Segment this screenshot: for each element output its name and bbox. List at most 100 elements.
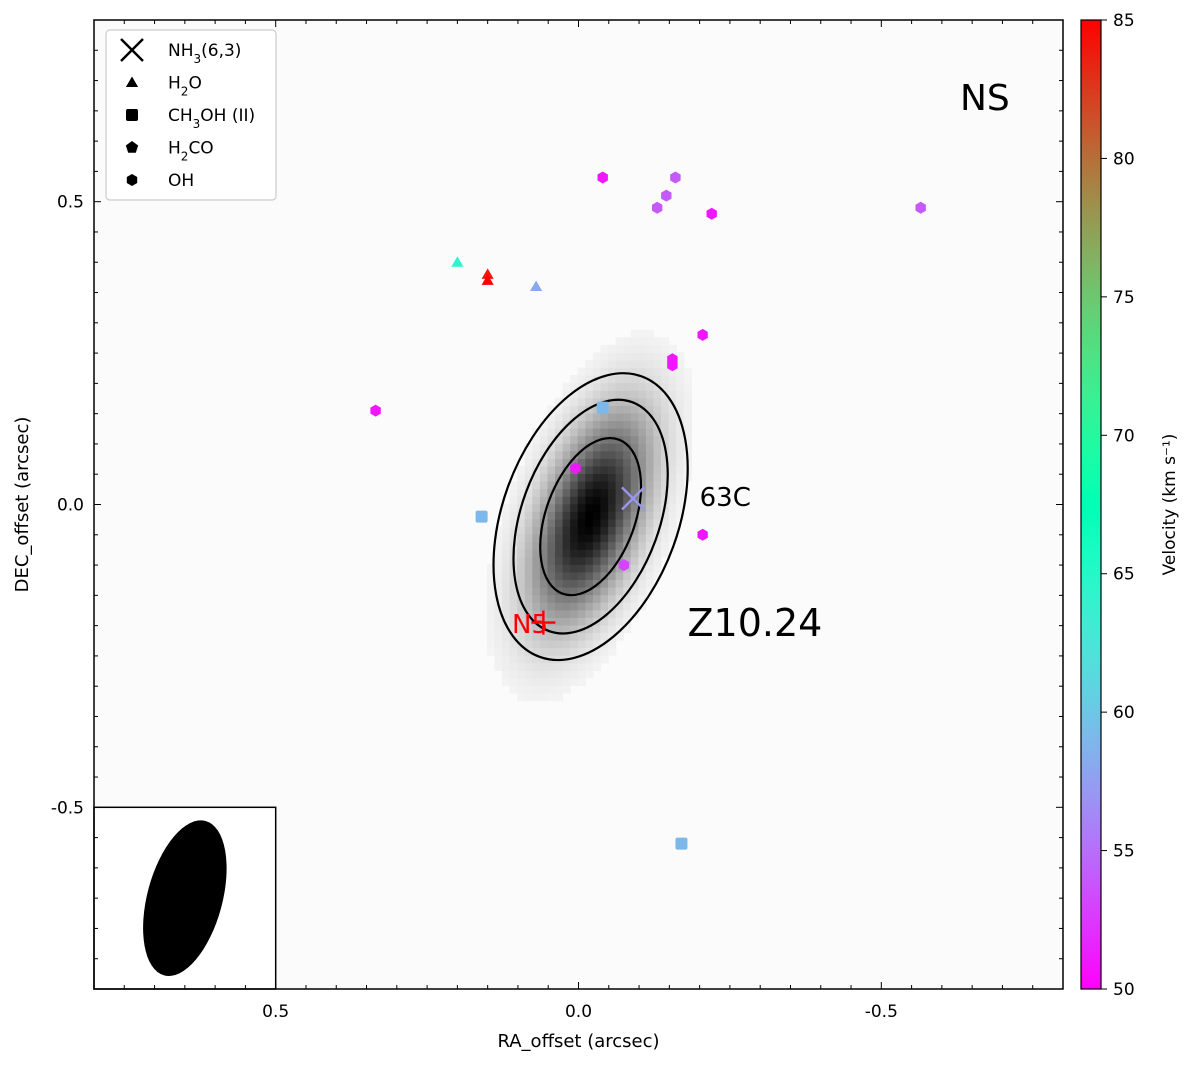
emission-pixel <box>502 594 511 603</box>
emission-pixel <box>661 465 670 475</box>
colorbar-tick-label: 70 <box>1113 426 1135 446</box>
emission-pixel <box>532 496 541 505</box>
emission-pixel <box>615 412 624 422</box>
emission-pixel <box>623 587 632 596</box>
emission-pixel <box>555 412 564 422</box>
emission-pixel <box>661 359 670 369</box>
emission-pixel <box>653 435 662 444</box>
emission-pixel <box>562 640 571 649</box>
emission-pixel <box>524 640 533 649</box>
emission-pixel <box>585 549 594 558</box>
emission-pixel <box>570 488 579 497</box>
emission-pixel <box>494 571 503 581</box>
emission-pixel <box>509 579 518 588</box>
emission-pixel <box>592 564 602 573</box>
emission-pixel <box>532 503 541 512</box>
emission-pixel <box>570 587 579 596</box>
emission-pixel <box>600 647 609 656</box>
emission-pixel <box>517 677 526 687</box>
emission-pixel <box>509 662 518 671</box>
emission-pixel <box>539 503 549 512</box>
emission-pixel <box>661 397 670 406</box>
emission-pixel <box>630 541 639 550</box>
emission-pixel <box>676 397 685 406</box>
emission-pixel <box>623 390 632 399</box>
emission-pixel <box>539 693 549 702</box>
emission-pixel <box>532 534 541 543</box>
emission-pixel <box>653 443 662 452</box>
emission-pixel <box>623 624 632 634</box>
emission-pixel <box>577 435 586 444</box>
emission-pixel <box>645 556 655 565</box>
emission-pixel <box>585 359 594 369</box>
emission-pixel <box>600 594 609 603</box>
emission-pixel <box>517 473 526 482</box>
emission-pixel <box>547 602 556 611</box>
emission-pixel <box>600 473 609 482</box>
emission-pixel <box>539 571 549 581</box>
y-tick-label: 0.0 <box>57 496 84 516</box>
emission-pixel <box>555 428 564 437</box>
emission-pixel <box>600 503 609 512</box>
annotations: 63C Z10.24 N5 <box>512 483 822 645</box>
emission-pixel <box>555 534 564 543</box>
emission-pixel <box>592 382 602 391</box>
emission-pixel <box>562 518 571 528</box>
emission-pixel <box>562 412 571 422</box>
legend-square-icon <box>126 109 138 121</box>
emission-pixel <box>661 435 670 444</box>
emission-pixel <box>555 564 564 573</box>
emission-pixel <box>676 473 685 482</box>
emission-pixel <box>668 405 677 414</box>
emission-pixel <box>585 397 594 406</box>
emission-pixel <box>676 390 685 399</box>
emission-pixel <box>547 685 556 694</box>
emission-pixel <box>555 503 564 512</box>
emission-pixel <box>661 518 670 528</box>
emission-pixel <box>486 571 496 581</box>
emission-pixel <box>494 549 503 558</box>
triangle-point <box>530 280 543 291</box>
hexagon-point <box>370 404 381 417</box>
emission-pixel <box>638 375 647 384</box>
emission-pixel <box>653 405 662 414</box>
emission-pixel <box>494 556 503 565</box>
emission-pixel <box>630 594 639 603</box>
x-axis-label: RA_offset (arcsec) <box>497 1031 659 1052</box>
legend: NH3(6,3) H2O CH3OH (II) H2CO OH <box>105 29 277 201</box>
emission-pixel <box>570 549 579 558</box>
emission-pixel <box>585 602 594 611</box>
emission-pixel <box>661 473 670 482</box>
emission-pixel <box>547 564 556 573</box>
emission-pixel <box>517 518 526 528</box>
emission-pixel <box>585 662 594 671</box>
emission-pixel <box>638 541 647 550</box>
emission-pixel <box>517 624 526 634</box>
emission-pixel <box>539 640 549 649</box>
emission-pixel <box>615 534 624 543</box>
emission-pixel <box>608 435 617 444</box>
emission-pixel <box>532 458 541 467</box>
emission-pixel <box>661 337 670 346</box>
emission-pixel <box>608 617 617 626</box>
emission-pixel <box>592 443 602 452</box>
emission-pixel <box>539 458 549 467</box>
emission-pixel <box>608 549 617 558</box>
emission-pixel <box>608 640 617 649</box>
emission-pixel <box>486 647 496 656</box>
emission-pixel <box>608 344 617 353</box>
emission-pixel <box>539 632 549 641</box>
contour-level-3 <box>492 372 689 662</box>
emission-pixel <box>494 541 503 550</box>
emission-pixel <box>592 549 602 558</box>
emission-pixel <box>585 511 594 520</box>
emission-pixel <box>668 412 677 422</box>
emission-pixel <box>585 443 594 452</box>
emission-pixel <box>585 465 594 475</box>
emission-pixel <box>570 564 579 573</box>
emission-pixel <box>524 655 533 664</box>
emission-pixel <box>600 564 609 573</box>
legend-entry-label: CH3OH (II) <box>168 106 255 131</box>
emission-pixel <box>562 685 571 694</box>
emission-pixel <box>532 617 541 626</box>
